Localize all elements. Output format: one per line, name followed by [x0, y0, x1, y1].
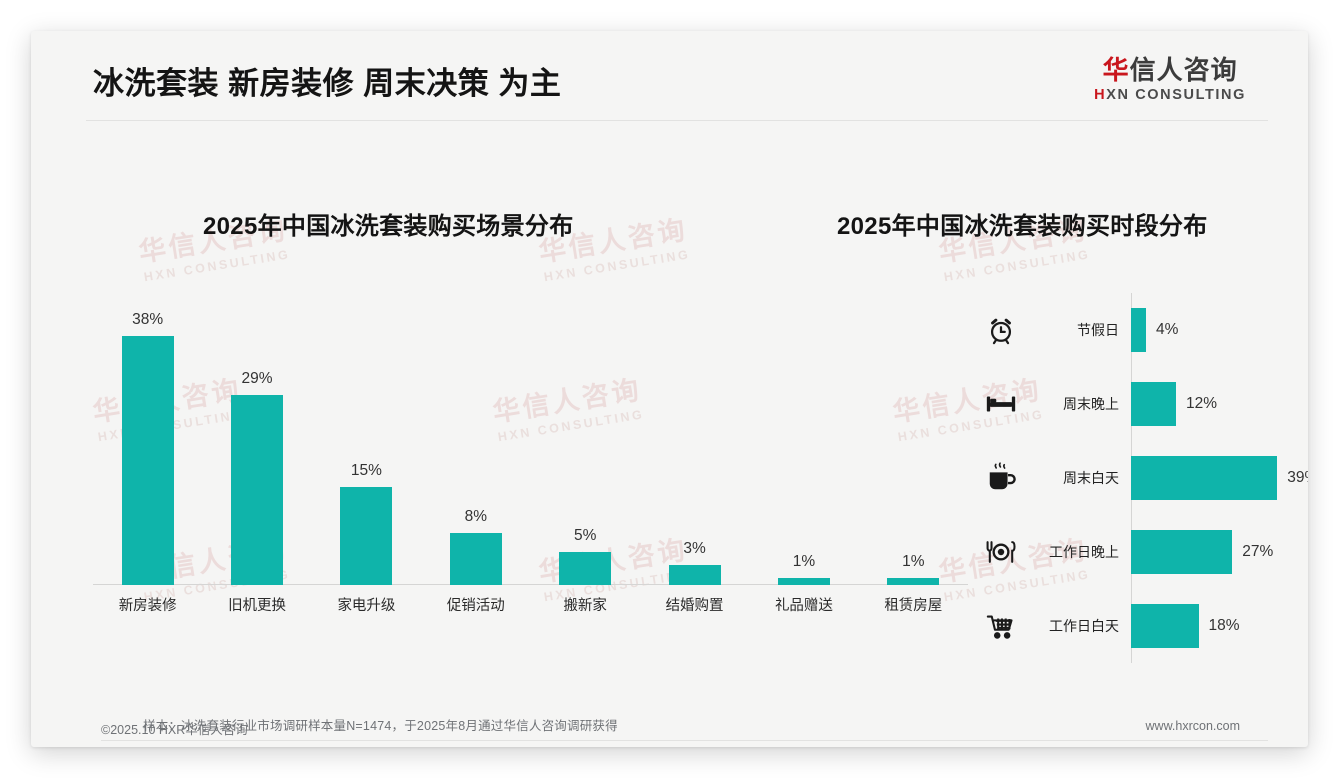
slide-header: 冰洗套装 新房装修 周末决策 为主 华信人咨询 HXN CONSULTING — [31, 31, 1308, 121]
logo-english-rest: XN CONSULTING — [1106, 87, 1246, 104]
header-divider — [86, 120, 1268, 121]
bar — [1131, 604, 1199, 648]
bar-column: 8% 促销活动 — [421, 293, 530, 623]
bar-row: 周末晚上 12% — [975, 376, 1308, 432]
bar — [777, 578, 830, 585]
shopping-cart-icon — [975, 611, 1027, 641]
bar-category-label: 周末晚上 — [1063, 396, 1119, 412]
bar-category-label: 租赁房屋 — [884, 597, 943, 614]
bar — [121, 336, 174, 585]
bar-track: 39% — [1131, 456, 1308, 500]
slide-footer: ©2025.10 HXR华信人咨询 www.hxrcon.com — [31, 711, 1308, 747]
bar-value-label: 38% — [132, 311, 164, 329]
bar-column: 5% 搬新家 — [531, 293, 640, 623]
bar — [887, 578, 940, 585]
vertical-bar-columns: 38% 新房装修 29% 旧机更换 15% 家电升级 8% 促销活动 5% 搬新家 3% 结婚购置 1%… — [93, 293, 968, 623]
bar — [559, 552, 612, 585]
bar-category-label: 搬新家 — [563, 597, 607, 614]
chart-title-timeslot: 2025年中国冰洗套装购买时段分布 — [837, 213, 1208, 240]
bar-value-label: 27% — [1242, 543, 1274, 560]
bar-row: 节假日 4% — [975, 302, 1308, 358]
source-footnote: 样本：冰洗套装行业市场调研样本量N=1474，于2025年8月通过华信人咨询调研… — [143, 719, 618, 733]
bar-category-label: 工作日白天 — [1049, 618, 1119, 634]
bar-row: 工作日白天 18% — [975, 598, 1308, 654]
bar-value-label: 18% — [1208, 617, 1240, 634]
watermark-en: HXN CONSULTING — [142, 247, 292, 285]
bar-column: 1% 租赁房屋 — [859, 293, 968, 623]
logo-english: HXN CONSULTING — [1094, 87, 1246, 103]
watermark-en: HXN CONSULTING — [942, 247, 1092, 285]
logo-chinese-rest: 信人咨询 — [1129, 55, 1238, 85]
bar — [449, 532, 502, 585]
bar — [1131, 530, 1233, 574]
bar-category-label: 结婚购置 — [665, 597, 724, 614]
bar — [231, 395, 284, 585]
bar-value-label: 5% — [573, 527, 597, 545]
website-link[interactable]: www.hxrcon.com — [1145, 719, 1240, 733]
bar — [1131, 382, 1176, 426]
chart-title-scenario: 2025年中国冰洗套装购买场景分布 — [203, 213, 574, 240]
bar-value-label: 1% — [792, 553, 816, 571]
bar — [668, 565, 721, 585]
bar-value-label: 8% — [464, 507, 488, 525]
company-logo: 华信人咨询 HXN CONSULTING — [1094, 56, 1246, 103]
watermark-en: HXN CONSULTING — [542, 247, 692, 285]
bar-category-label: 周末白天 — [1063, 470, 1119, 486]
bar-value-label: 15% — [350, 461, 382, 479]
x-axis-line — [93, 584, 968, 585]
bar-column: 15% 家电升级 — [312, 293, 421, 623]
bar-category-label: 家电升级 — [337, 597, 396, 614]
bar-track: 4% — [1131, 308, 1308, 352]
copyright-text: ©2025.10 HXR华信人咨询 — [101, 723, 248, 737]
bar-value-label: 4% — [1156, 321, 1179, 338]
coffee-mug-icon — [975, 462, 1027, 494]
horizontal-bar-rows: 节假日 4% 周末晚上 12% 周末白天 39% 工作日晚上 27% 工作日白天 18% — [975, 293, 1308, 663]
bar-category-label: 节假日 — [1077, 322, 1119, 338]
alarm-clock-icon — [975, 315, 1027, 345]
bar-row: 工作日晚上 27% — [975, 524, 1308, 580]
logo-english-accent: H — [1094, 87, 1107, 104]
bar-category-label: 礼品赠送 — [774, 597, 833, 614]
bar-row: 周末白天 39% — [975, 450, 1308, 506]
bar-column: 29% 旧机更换 — [202, 293, 311, 623]
bar-value-label: 1% — [902, 553, 925, 571]
bar-track: 12% — [1131, 382, 1308, 426]
bar-value-label: 12% — [1186, 395, 1218, 412]
bar-track: 18% — [1131, 604, 1308, 648]
logo-chinese: 华信人咨询 — [1094, 56, 1246, 84]
bar — [340, 486, 393, 585]
bar-column: 3% 结婚购置 — [640, 293, 749, 623]
bed-icon — [975, 391, 1027, 417]
bar-value-label: 3% — [683, 540, 706, 558]
bar-column: 1% 礼品赠送 — [749, 293, 858, 623]
page-title: 冰洗套装 新房装修 周末决策 为主 — [93, 66, 562, 101]
bar-category-label: 工作日晚上 — [1049, 544, 1119, 560]
bar-column: 38% 新房装修 — [93, 293, 202, 623]
bar — [1131, 456, 1278, 500]
horizontal-bar-chart: 节假日 4% 周末晚上 12% 周末白天 39% 工作日晚上 27% 工作日白天 18% — [975, 293, 1308, 663]
bar — [1131, 308, 1146, 352]
slide: 华信人咨询 HXN CONSULTING 华信人咨询 HXN CONSULTING … — [31, 31, 1308, 747]
bar-value-label: 29% — [241, 370, 273, 388]
footer-divider — [101, 740, 1268, 741]
bar-track: 27% — [1131, 530, 1308, 574]
bar-category-label: 促销活动 — [446, 597, 505, 614]
dining-plate-icon — [975, 538, 1027, 566]
logo-chinese-accent: 华 — [1102, 55, 1130, 85]
bar-category-label: 新房装修 — [118, 597, 177, 614]
vertical-bar-chart: 38% 新房装修 29% 旧机更换 15% 家电升级 8% 促销活动 5% 搬新家 3% 结婚购置 1%… — [93, 293, 968, 623]
bar-value-label: 39% — [1287, 469, 1308, 486]
bar-category-label: 旧机更换 — [228, 597, 287, 614]
